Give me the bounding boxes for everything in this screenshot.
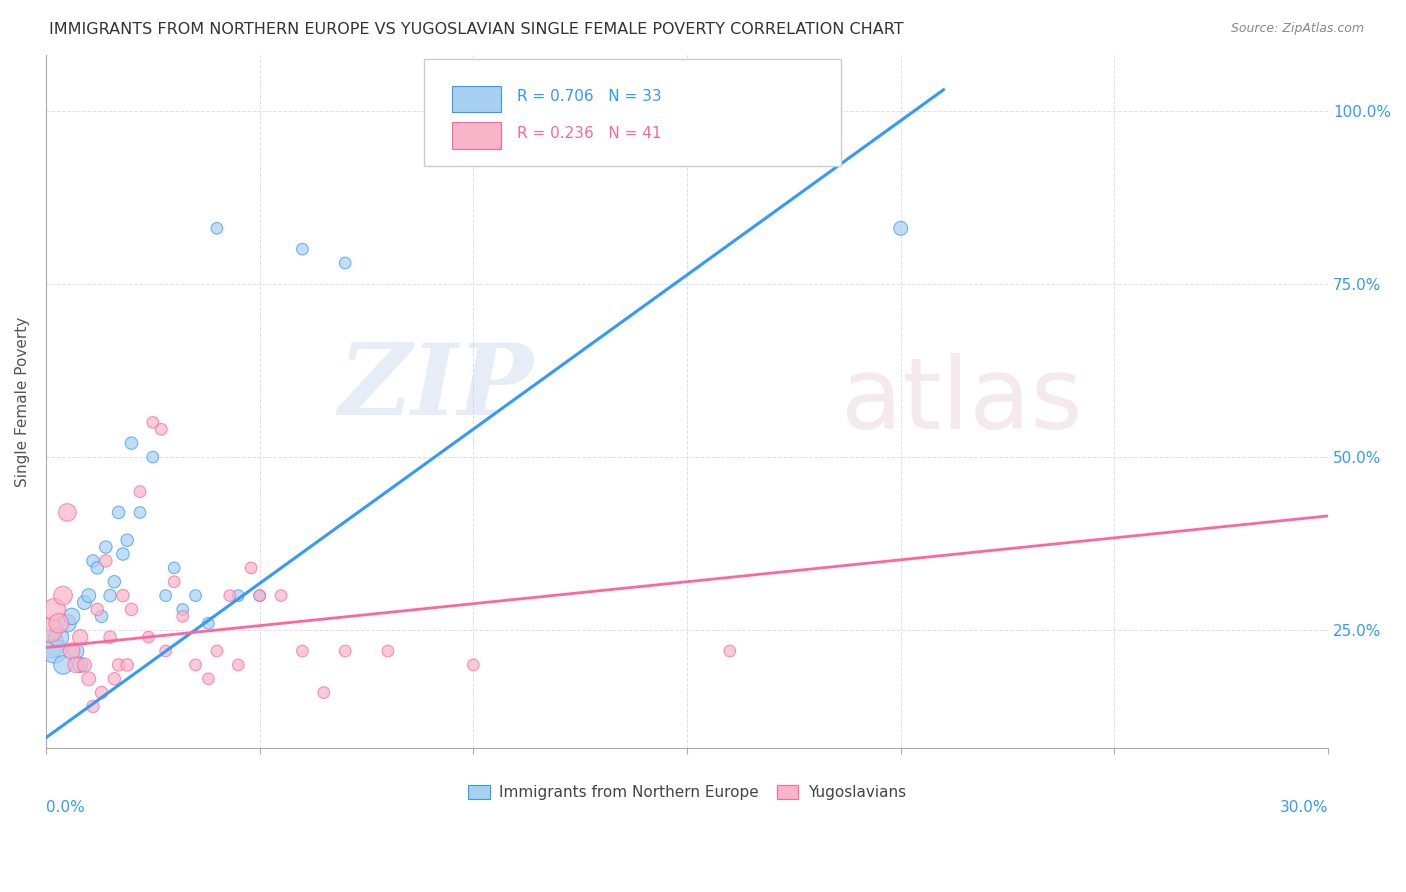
Text: 0.0%: 0.0% bbox=[46, 800, 84, 815]
Point bbox=[240, 561, 263, 575]
Point bbox=[129, 506, 152, 520]
Point bbox=[90, 609, 112, 624]
Text: IMMIGRANTS FROM NORTHERN EUROPE VS YUGOSLAVIAN SINGLE FEMALE POVERTY CORRELATION: IMMIGRANTS FROM NORTHERN EUROPE VS YUGOS… bbox=[49, 22, 904, 37]
Point bbox=[65, 644, 87, 658]
Point bbox=[120, 436, 142, 450]
Text: R = 0.706   N = 33: R = 0.706 N = 33 bbox=[516, 89, 661, 104]
Point bbox=[107, 506, 129, 520]
Point bbox=[73, 595, 96, 609]
Point bbox=[48, 616, 70, 631]
Point bbox=[44, 644, 66, 658]
Point bbox=[291, 644, 314, 658]
Point bbox=[44, 602, 66, 616]
Point bbox=[205, 221, 228, 235]
Text: Source: ZipAtlas.com: Source: ZipAtlas.com bbox=[1230, 22, 1364, 36]
Point bbox=[150, 422, 173, 436]
Point bbox=[463, 657, 485, 672]
Point bbox=[142, 450, 165, 464]
Point bbox=[77, 672, 100, 686]
Text: 30.0%: 30.0% bbox=[1279, 800, 1329, 815]
Point bbox=[377, 644, 399, 658]
Point bbox=[890, 221, 912, 235]
Point bbox=[291, 242, 314, 256]
Point bbox=[98, 589, 121, 603]
Point bbox=[163, 561, 186, 575]
Text: ZIP: ZIP bbox=[339, 340, 533, 436]
FancyBboxPatch shape bbox=[425, 59, 841, 166]
Point bbox=[197, 616, 219, 631]
Point bbox=[60, 609, 83, 624]
Text: R = 0.236   N = 41: R = 0.236 N = 41 bbox=[516, 126, 661, 141]
Point bbox=[107, 657, 129, 672]
FancyBboxPatch shape bbox=[453, 86, 501, 112]
Point bbox=[138, 630, 160, 644]
Point bbox=[103, 574, 125, 589]
Point bbox=[82, 554, 104, 568]
Point bbox=[115, 657, 138, 672]
Point bbox=[270, 589, 292, 603]
Point bbox=[155, 644, 177, 658]
Point bbox=[226, 657, 249, 672]
Point bbox=[65, 657, 87, 672]
Point bbox=[249, 589, 271, 603]
Point bbox=[218, 589, 240, 603]
Legend: Immigrants from Northern Europe, Yugoslavians: Immigrants from Northern Europe, Yugosla… bbox=[463, 779, 912, 806]
Point bbox=[39, 624, 62, 638]
Point bbox=[184, 589, 207, 603]
Point bbox=[103, 672, 125, 686]
Point bbox=[98, 630, 121, 644]
Point bbox=[56, 506, 79, 520]
Point bbox=[94, 554, 117, 568]
Point bbox=[82, 699, 104, 714]
Point bbox=[52, 589, 75, 603]
Point bbox=[86, 561, 108, 575]
Point bbox=[52, 657, 75, 672]
Point bbox=[73, 657, 96, 672]
Point bbox=[39, 637, 62, 651]
Point bbox=[718, 644, 741, 658]
Point bbox=[249, 589, 271, 603]
Point bbox=[129, 484, 152, 499]
Point bbox=[333, 644, 356, 658]
Point bbox=[172, 602, 194, 616]
Point bbox=[94, 540, 117, 554]
Point bbox=[56, 616, 79, 631]
Point bbox=[142, 416, 165, 430]
Point bbox=[172, 609, 194, 624]
Point bbox=[226, 589, 249, 603]
Point bbox=[163, 574, 186, 589]
Point bbox=[111, 589, 134, 603]
Point bbox=[77, 589, 100, 603]
Point bbox=[205, 644, 228, 658]
Point bbox=[115, 533, 138, 548]
Point bbox=[184, 657, 207, 672]
Point bbox=[111, 547, 134, 561]
Point bbox=[333, 256, 356, 270]
Point bbox=[48, 630, 70, 644]
Point bbox=[312, 685, 335, 699]
Point bbox=[86, 602, 108, 616]
Point bbox=[155, 589, 177, 603]
Point bbox=[197, 672, 219, 686]
FancyBboxPatch shape bbox=[453, 122, 501, 149]
Point bbox=[69, 657, 91, 672]
Y-axis label: Single Female Poverty: Single Female Poverty bbox=[15, 317, 30, 487]
Text: atlas: atlas bbox=[841, 353, 1083, 450]
Point bbox=[120, 602, 142, 616]
Point bbox=[90, 685, 112, 699]
Point bbox=[69, 630, 91, 644]
Point bbox=[60, 644, 83, 658]
